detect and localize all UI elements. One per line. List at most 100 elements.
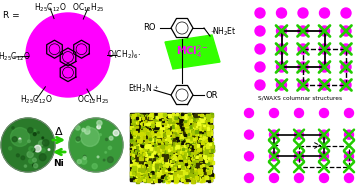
Bar bbox=[206, 154, 209, 157]
Bar bbox=[195, 114, 197, 116]
Bar bbox=[130, 171, 133, 174]
Bar bbox=[148, 119, 150, 121]
Bar bbox=[163, 167, 165, 169]
Bar bbox=[194, 131, 196, 133]
Bar bbox=[131, 115, 135, 118]
Bar bbox=[199, 138, 201, 140]
Bar bbox=[204, 145, 207, 148]
Bar bbox=[177, 153, 179, 156]
Bar bbox=[142, 132, 143, 133]
Bar bbox=[167, 134, 169, 136]
Bar bbox=[209, 173, 213, 176]
Bar bbox=[206, 165, 208, 166]
Bar bbox=[208, 180, 210, 182]
Bar bbox=[149, 150, 152, 153]
Bar bbox=[201, 164, 204, 166]
Bar bbox=[192, 136, 195, 138]
Bar bbox=[167, 126, 170, 128]
Circle shape bbox=[341, 62, 351, 72]
Bar bbox=[195, 151, 197, 153]
Bar bbox=[151, 157, 153, 159]
Bar bbox=[150, 147, 153, 150]
Bar bbox=[149, 153, 152, 156]
Bar bbox=[157, 132, 160, 135]
Bar bbox=[188, 148, 192, 152]
Bar bbox=[195, 169, 198, 172]
Bar bbox=[164, 169, 166, 171]
Bar bbox=[175, 125, 178, 128]
Bar bbox=[185, 114, 188, 117]
Bar bbox=[134, 144, 135, 145]
Bar bbox=[177, 129, 180, 132]
Bar bbox=[192, 157, 195, 159]
Bar bbox=[188, 123, 189, 124]
Bar bbox=[209, 143, 211, 145]
Bar bbox=[163, 168, 166, 172]
Bar bbox=[210, 180, 212, 181]
Bar bbox=[149, 154, 151, 156]
Bar bbox=[182, 161, 184, 163]
Bar bbox=[203, 121, 205, 123]
Bar bbox=[188, 137, 191, 140]
Bar bbox=[148, 136, 150, 139]
Circle shape bbox=[86, 126, 90, 130]
Bar bbox=[154, 167, 158, 170]
Circle shape bbox=[76, 139, 80, 142]
Bar bbox=[204, 172, 206, 174]
Bar bbox=[174, 145, 176, 147]
Bar bbox=[160, 146, 163, 148]
Bar bbox=[137, 176, 141, 179]
Bar bbox=[178, 148, 181, 150]
Bar bbox=[185, 147, 187, 150]
Bar bbox=[161, 146, 162, 147]
Bar bbox=[170, 150, 171, 152]
Circle shape bbox=[244, 174, 253, 183]
Bar bbox=[133, 127, 136, 130]
Bar bbox=[171, 148, 172, 149]
Bar bbox=[135, 167, 137, 169]
Bar bbox=[168, 131, 169, 132]
Bar bbox=[210, 145, 213, 148]
Bar bbox=[168, 169, 170, 171]
Bar bbox=[200, 156, 201, 157]
Bar bbox=[206, 164, 209, 167]
Circle shape bbox=[113, 130, 119, 136]
Bar bbox=[161, 134, 163, 136]
Bar bbox=[149, 156, 150, 157]
Bar bbox=[200, 165, 202, 167]
Bar bbox=[194, 130, 195, 132]
Bar bbox=[208, 138, 211, 141]
Bar bbox=[160, 171, 163, 174]
Bar bbox=[176, 143, 177, 145]
Bar bbox=[176, 114, 178, 116]
Bar bbox=[139, 162, 140, 163]
Bar bbox=[170, 160, 172, 162]
Bar bbox=[208, 164, 209, 165]
Bar bbox=[151, 119, 154, 122]
Bar bbox=[188, 129, 190, 131]
Bar bbox=[154, 133, 155, 135]
Bar bbox=[173, 114, 176, 117]
Bar bbox=[158, 177, 161, 180]
Bar bbox=[197, 148, 201, 152]
Bar bbox=[204, 118, 205, 119]
Bar bbox=[185, 156, 187, 158]
Bar bbox=[151, 177, 154, 180]
Bar bbox=[204, 147, 206, 150]
Bar bbox=[172, 174, 176, 178]
Bar bbox=[202, 131, 205, 133]
Bar bbox=[144, 174, 145, 177]
Bar bbox=[180, 178, 182, 180]
Bar bbox=[132, 154, 134, 157]
Bar bbox=[176, 173, 178, 174]
Bar bbox=[169, 151, 171, 153]
Bar bbox=[141, 132, 142, 133]
Circle shape bbox=[270, 130, 279, 139]
Bar bbox=[154, 178, 155, 179]
Bar bbox=[201, 141, 204, 144]
Bar bbox=[156, 124, 158, 126]
Bar bbox=[186, 177, 188, 178]
Bar bbox=[184, 145, 186, 147]
Bar bbox=[207, 118, 208, 119]
Bar bbox=[186, 157, 187, 158]
